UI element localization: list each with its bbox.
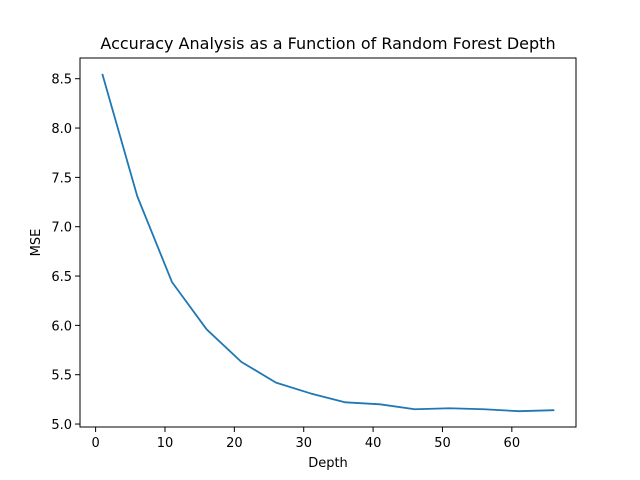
x-axis-ticks: 0 10 20 30 40 50 60 [91,427,520,451]
series-layer [101,73,555,413]
x-tick-label: 50 [434,436,451,451]
y-tick-label: 6.0 [51,319,72,334]
y-tick-label: 7.5 [51,171,72,186]
x-tick-label: 10 [157,436,174,451]
x-tick-label: 40 [365,436,382,451]
x-tick-label: 20 [226,436,243,451]
x-tick-label: 30 [295,436,312,451]
y-tick-label: 7.0 [51,221,72,236]
y-tick-label: 5.0 [51,418,72,433]
x-axis-label: Depth [308,456,348,471]
y-axis-ticks: 5.0 5.5 6.0 6.5 7.0 7.5 8.0 8.5 [51,73,80,433]
y-tick-label: 6.5 [51,270,72,285]
y-tick-label: 8.0 [51,122,72,137]
series-line [101,73,555,413]
y-tick-label: 5.5 [51,369,72,384]
y-tick-label: 8.5 [51,73,72,88]
chart-title: Accuracy Analysis as a Function of Rando… [100,34,555,53]
plot-frame [79,57,577,428]
x-tick-label: 0 [91,436,99,451]
y-axis-label: MSE [29,229,44,257]
x-tick-label: 60 [504,436,521,451]
